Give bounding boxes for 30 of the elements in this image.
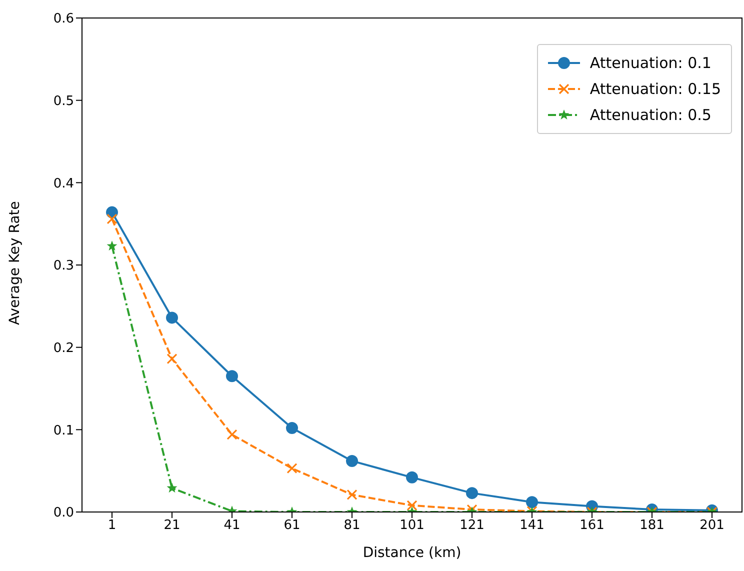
x-tick-label: 141 bbox=[520, 518, 544, 534]
x-tick-label: 41 bbox=[224, 518, 240, 534]
x-tick-label: 161 bbox=[580, 518, 604, 534]
y-axis-title: Average Key Rate bbox=[6, 201, 23, 325]
point bbox=[346, 454, 358, 467]
y-tick-label: 0.1 bbox=[53, 423, 74, 438]
x-tick-label: 201 bbox=[700, 518, 724, 534]
x-tick-label: 21 bbox=[164, 518, 180, 534]
y-tick-label: 0.4 bbox=[53, 176, 74, 192]
x-axis-title: Distance (km) bbox=[362, 545, 462, 561]
point bbox=[106, 214, 118, 224]
x-tick-label: 121 bbox=[460, 518, 484, 534]
point bbox=[106, 240, 118, 251]
point bbox=[166, 312, 178, 324]
x-tick-label: 101 bbox=[400, 518, 424, 534]
point bbox=[226, 429, 238, 440]
legend-label: Attenuation: 0.15 bbox=[590, 80, 721, 98]
y-tick-label: 0.2 bbox=[53, 340, 74, 356]
y-tick-label: 0.0 bbox=[53, 506, 74, 521]
y-tick-label: 0.6 bbox=[53, 12, 74, 27]
point bbox=[226, 370, 238, 382]
point bbox=[166, 354, 178, 364]
x-tick-label: 61 bbox=[284, 518, 300, 534]
x-tick-label: 181 bbox=[640, 518, 664, 534]
y-tick-label: 0.5 bbox=[53, 94, 74, 109]
x-tick-label: 1 bbox=[108, 518, 116, 534]
y-tick-label: 0.3 bbox=[53, 258, 74, 274]
legend-label: Attenuation: 0.1 bbox=[590, 54, 712, 72]
x-tick-label: 81 bbox=[344, 518, 360, 534]
legend-label: Attenuation: 0.5 bbox=[590, 106, 712, 124]
